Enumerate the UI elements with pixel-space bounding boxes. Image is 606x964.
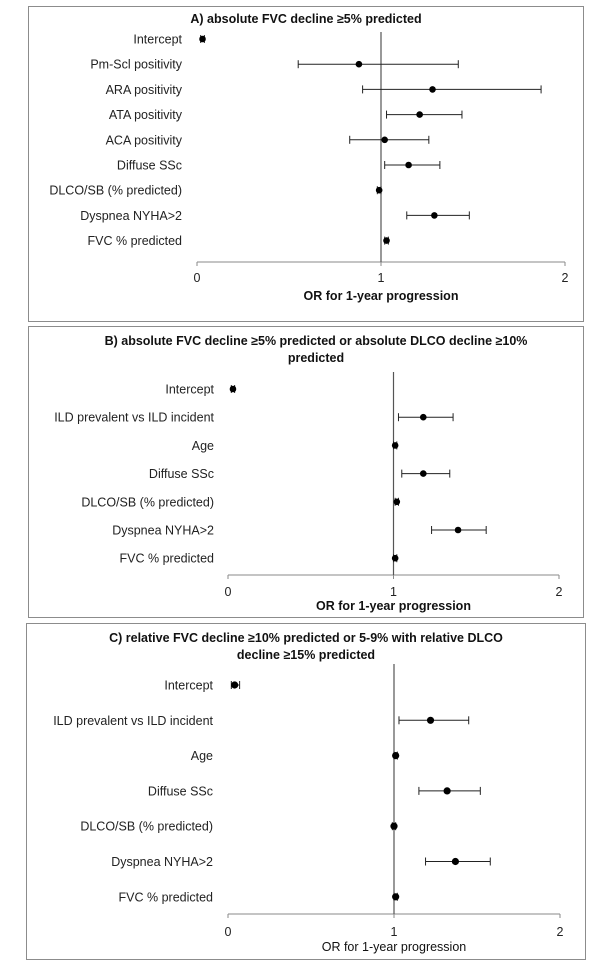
x-tick-label: 1 [391, 925, 398, 939]
row-label: Intercept [165, 383, 214, 397]
or-point [429, 86, 436, 93]
panel-a-title: A) absolute FVC decline ≥5% predicted [29, 12, 583, 26]
or-point [419, 413, 427, 421]
row-label: ACA positivity [106, 133, 183, 147]
row-label: Diffuse SSc [149, 467, 214, 481]
or-point [426, 716, 435, 724]
x-tick-label: 2 [556, 585, 563, 599]
or-point [392, 893, 400, 901]
row-label: Diffuse SSc [148, 784, 213, 798]
or-point [229, 385, 237, 393]
row-label: DLCO/SB (% predicted) [81, 495, 214, 509]
or-point [393, 498, 401, 506]
or-point [392, 752, 400, 760]
row-label: FVC % predicted [88, 234, 183, 248]
or-point [451, 857, 460, 866]
panel-b-title-line-1: B) absolute FVC decline ≥5% predicted or… [104, 334, 528, 348]
row-label: DLCO/SB (% predicted) [49, 184, 182, 198]
row-label: Dyspnea NYHA>2 [111, 855, 213, 869]
panel-a-title-line: A) absolute FVC decline ≥5% predicted [190, 12, 422, 26]
x-tick-label: 0 [194, 271, 201, 285]
panel-c-title: C) relative FVC decline ≥10% predicted o… [27, 630, 585, 664]
or-point [419, 470, 427, 477]
or-point [454, 526, 462, 534]
panel-c: C) relative FVC decline ≥10% predicted o… [26, 623, 586, 960]
x-tick-label: 1 [390, 585, 397, 599]
row-label: FVC % predicted [120, 552, 215, 566]
x-axis-title: OR for 1-year progression [322, 940, 467, 954]
x-tick-label: 1 [378, 271, 385, 285]
or-point [355, 60, 363, 68]
x-tick-label: 0 [225, 925, 232, 939]
x-axis-title: OR for 1-year progression [316, 599, 471, 613]
panel-c-title-line-1: C) relative FVC decline ≥10% predicted o… [109, 631, 503, 645]
or-point [381, 136, 388, 144]
or-point [375, 186, 383, 194]
forest-plot-a: 0 1 2 OR for 1-year progression Intercept Pm-… [49, 32, 569, 303]
panel-b-title-line-2: predicted [287, 351, 345, 365]
x-tick-label: 0 [225, 585, 232, 599]
row-label: ATA positivity [109, 108, 183, 122]
forest-plot-b: 0 1 2 OR for 1-year progression Intercept ILD… [54, 372, 563, 613]
x-tick-label: 2 [557, 925, 564, 939]
row-label: Age [191, 749, 213, 763]
or-point [390, 822, 398, 830]
row-label: DLCO/SB (% predicted) [80, 820, 213, 834]
or-point [199, 35, 206, 43]
x-axis-title: OR for 1-year progression [304, 289, 459, 303]
row-label: ILD prevalent vs ILD incident [53, 714, 213, 728]
x-tick-label: 2 [562, 271, 569, 285]
row-label: FVC % predicted [119, 890, 214, 904]
row-label: Intercept [164, 679, 213, 693]
row-label: Dyspnea NYHA>2 [80, 209, 182, 223]
row-label: Age [192, 439, 214, 453]
panel-c-title-line-2: decline ≥15% predicted [236, 648, 376, 662]
panel-b: B) absolute FVC decline ≥5% predicted or… [28, 326, 584, 618]
or-point [231, 681, 239, 689]
or-point [431, 212, 438, 219]
forest-plot-c: 0 1 2 OR for 1-year progression Intercept ILD… [53, 664, 564, 954]
row-label: ILD prevalent vs ILD incident [54, 411, 214, 425]
or-point [391, 442, 399, 449]
or-point [405, 161, 412, 169]
or-point [383, 237, 390, 244]
row-label: Dyspnea NYHA>2 [112, 524, 214, 538]
row-label: Intercept [133, 33, 182, 47]
row-label: ARA positivity [106, 83, 183, 97]
row-label: Pm-Scl positivity [90, 58, 182, 72]
or-point [416, 111, 423, 118]
or-point [443, 787, 451, 795]
panel-b-title: B) absolute FVC decline ≥5% predicted or… [69, 333, 563, 367]
row-label: Diffuse SSc [117, 159, 182, 173]
or-point [391, 554, 399, 562]
panel-a: A) absolute FVC decline ≥5% predicted 0 1… [28, 6, 584, 322]
